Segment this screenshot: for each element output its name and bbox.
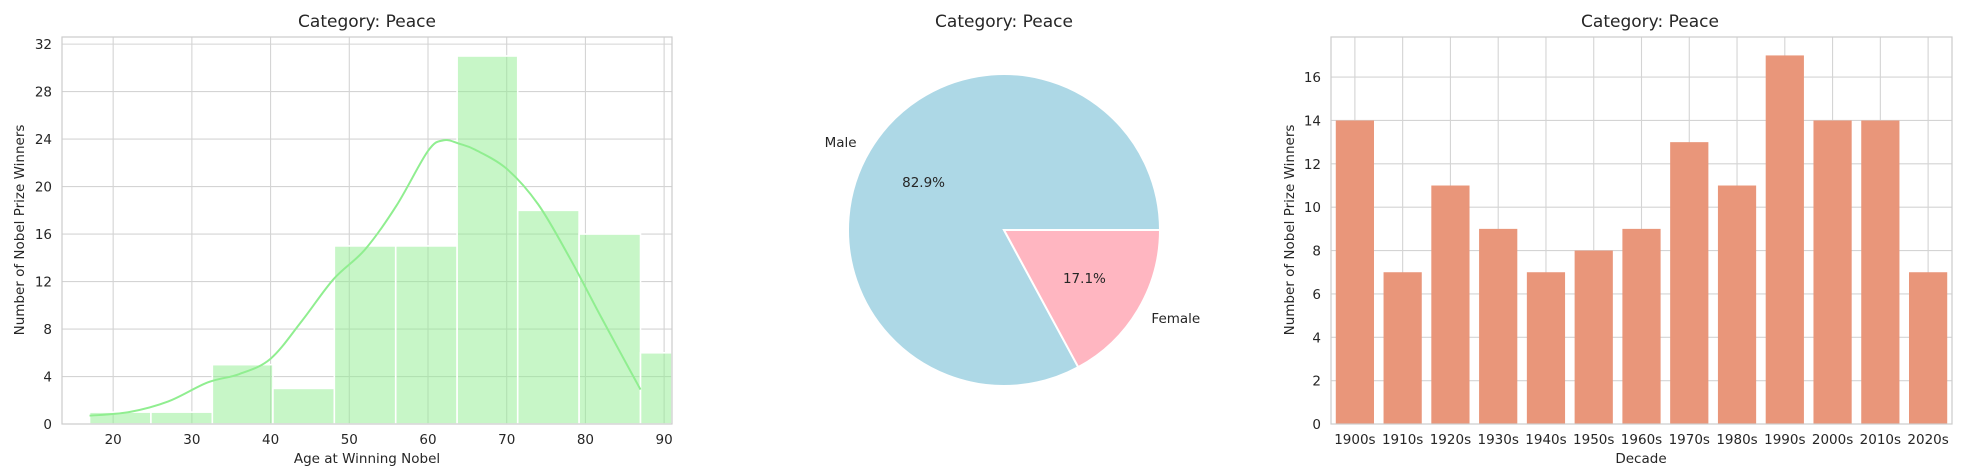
bar-bars xyxy=(1335,55,1948,425)
bar-xlabel: Decade xyxy=(1615,451,1666,467)
hist-ytick: 20 xyxy=(35,180,52,196)
bar-ytick: 10 xyxy=(1304,200,1321,216)
bar-title: Category: Peace xyxy=(1581,12,1719,32)
decade-bar xyxy=(1526,272,1566,424)
decade-bar xyxy=(1479,228,1518,424)
hist-ytick: 24 xyxy=(35,132,52,148)
hist-xtick: 20 xyxy=(105,432,122,448)
bar-ytick: 0 xyxy=(1312,417,1321,433)
hist-title: Category: Peace xyxy=(298,12,436,32)
hist-xtick: 90 xyxy=(656,432,673,448)
hist-xtick: 50 xyxy=(341,432,358,448)
hist-xtick: 40 xyxy=(262,432,279,448)
hist-bars xyxy=(88,55,673,425)
hist-ytick: 32 xyxy=(35,37,52,53)
bar-xtick: 2010s xyxy=(1860,432,1901,448)
hist-xtick: 70 xyxy=(498,432,515,448)
decade-bar xyxy=(1909,272,1948,424)
bar-ytick: 4 xyxy=(1312,330,1321,346)
bar-xtick: 1990s xyxy=(1764,432,1805,448)
hist-ytick: 4 xyxy=(43,370,52,386)
hist-ylabel: Number of Nobel Prize Winners xyxy=(12,125,28,336)
age-histogram-panel: Category: Peace 0 4 8 12 16 20 24 28 32 20 30 40 50 6… xyxy=(12,12,673,467)
bar-ytick: 8 xyxy=(1312,244,1321,260)
pie-slices: Male 82.9% Female 17.1% xyxy=(825,73,1200,387)
hist-xlabel: Age at Winning Nobel xyxy=(294,451,440,467)
hist-bar xyxy=(516,209,580,425)
hist-ytick: 8 xyxy=(43,322,52,338)
kde-line xyxy=(89,139,642,417)
hist-frame xyxy=(61,36,673,425)
hist-bar xyxy=(456,55,519,425)
bar-xtick: 1980s xyxy=(1716,432,1757,448)
decade-bar xyxy=(1765,55,1804,425)
pie-label: Female xyxy=(1151,311,1200,327)
hist-xtick: 80 xyxy=(577,432,594,448)
pie-slice-female xyxy=(1002,229,1162,369)
bar-xtick: 1950s xyxy=(1573,432,1614,448)
bar-frame xyxy=(1330,36,1953,425)
hist-ticks: 0 4 8 12 16 20 24 28 32 20 30 40 50 60 70 80 90 xyxy=(35,37,673,448)
hist-ytick: 12 xyxy=(35,275,52,291)
pie-label: Male xyxy=(825,135,857,151)
bar-xtick: 1970s xyxy=(1669,432,1710,448)
decade-bar xyxy=(1670,142,1709,425)
hist-bar xyxy=(394,245,458,425)
hist-ytick: 28 xyxy=(35,85,52,101)
hist-xtick: 60 xyxy=(419,432,436,448)
decade-bar xyxy=(1574,250,1613,424)
decade-bar xyxy=(1622,228,1661,424)
bar-ytick: 14 xyxy=(1304,113,1321,129)
hist-ytick: 16 xyxy=(35,227,52,243)
pie-title: Category: Peace xyxy=(935,12,1073,32)
bar-xtick: 1940s xyxy=(1525,432,1566,448)
decade-bar xyxy=(1861,120,1900,425)
decade-bar xyxy=(1813,120,1852,425)
bar-ticks: 0 2 4 6 8 10 12 14 16 1900s 1910s 1920s 1930s 1940s 19… xyxy=(1304,70,1949,448)
bar-xtick: 1920s xyxy=(1430,432,1471,448)
bar-xtick: 1960s xyxy=(1621,432,1662,448)
bar-ytick: 2 xyxy=(1312,374,1321,390)
bar-xtick: 1930s xyxy=(1477,432,1518,448)
decade-bar xyxy=(1383,272,1422,424)
hist-bar xyxy=(578,233,642,425)
hist-kde xyxy=(89,139,642,417)
hist-bar xyxy=(272,387,336,425)
bar-ytick: 16 xyxy=(1304,70,1321,86)
decade-bar xyxy=(1431,185,1470,424)
hist-bar xyxy=(639,351,673,425)
bar-xtick: 2020s xyxy=(1907,432,1948,448)
pie-pct-label: 17.1% xyxy=(1063,271,1106,287)
hist-bar xyxy=(333,245,397,425)
bar-ytick: 6 xyxy=(1312,287,1321,303)
decade-bar xyxy=(1335,120,1374,425)
hist-xtick: 30 xyxy=(183,432,200,448)
decade-bar-panel: Category: Peace 0 2 4 6 8 10 12 14 16 1900s 1910s 1… xyxy=(1282,12,1953,467)
bar-ylabel: Number of Nobel Prize Winners xyxy=(1282,125,1298,336)
bar-xtick: 2000s xyxy=(1812,432,1853,448)
bar-xtick: 1900s xyxy=(1334,432,1375,448)
bar-ytick: 12 xyxy=(1304,157,1321,173)
hist-ytick: 0 xyxy=(43,417,52,433)
decade-bar xyxy=(1717,185,1757,424)
bar-xtick: 1910s xyxy=(1382,432,1423,448)
hist-bar xyxy=(150,411,214,425)
gender-pie-panel: Category: Peace Male 82.9% Female 17.1% xyxy=(825,12,1200,387)
pie-pct-label: 82.9% xyxy=(902,175,945,191)
